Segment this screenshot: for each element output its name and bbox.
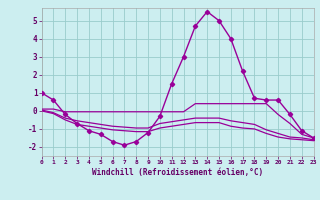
X-axis label: Windchill (Refroidissement éolien,°C): Windchill (Refroidissement éolien,°C) xyxy=(92,168,263,177)
